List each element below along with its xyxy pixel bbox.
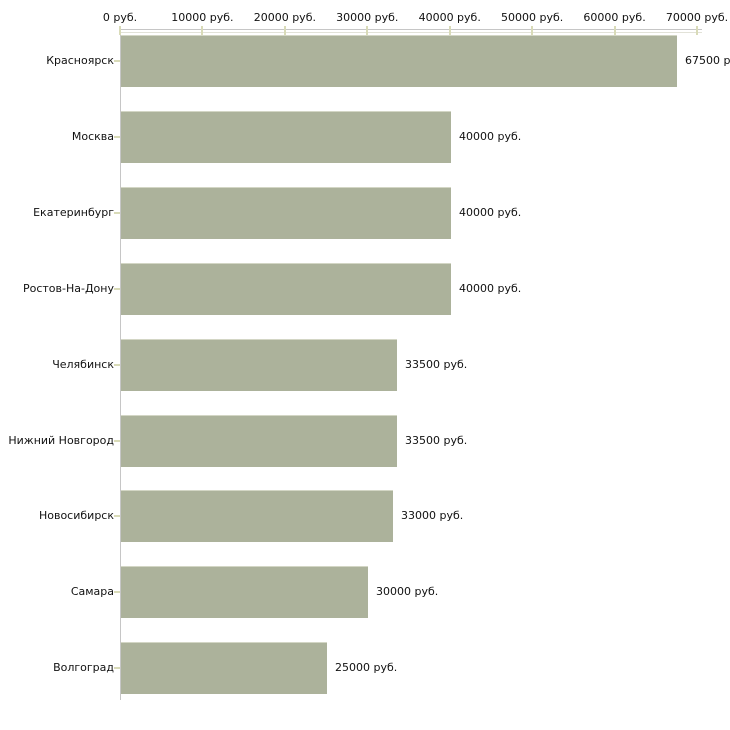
category-label: Челябинск [52,357,114,371]
bar [121,566,368,619]
category-tick [114,439,120,442]
x-axis-tick [531,26,534,35]
x-axis-tick [696,26,698,35]
bar-value-label: 40000 руб. [459,205,522,219]
x-axis-tick-label: 20000 руб. [253,11,316,24]
category-label: Новосибирск [38,509,114,523]
bar-value-label: 25000 руб. [335,661,398,675]
x-axis-tick-label: 60000 руб. [583,11,646,24]
bar [121,262,451,315]
x-axis-tick [283,26,286,35]
category-tick [114,211,120,214]
x-axis-tick [448,26,451,35]
bar-value-label: 40000 руб. [459,281,522,295]
x-axis-tick-label: 10000 руб. [171,11,234,24]
category-tick [114,60,120,62]
bar-value-label: 30000 руб. [376,585,439,599]
category-label: Екатеринбург [33,205,114,219]
bar [121,338,397,391]
y-axis-line [120,29,121,700]
bar-value-label: 67500 руб. [685,54,730,67]
x-axis-tick-label: 30000 руб. [336,11,399,24]
category-label: Красноярск [46,54,114,67]
bar [121,642,327,695]
x-axis-tick-label: 0 руб. [102,11,138,24]
category-tick [114,363,120,366]
category-tick [114,591,120,594]
x-axis-tick [366,26,369,35]
x-axis-tick [201,26,204,35]
bar [121,186,451,239]
category-tick [114,135,120,138]
x-axis-tick-label: 50000 руб. [501,11,564,24]
bar [121,490,393,543]
category-label: Нижний Новгород [8,433,114,447]
bar [121,110,451,163]
category-label: Волгоград [53,661,114,675]
bar [121,414,397,467]
category-label: Ростов-На-Дону [22,281,114,295]
category-tick [114,667,120,670]
category-tick [114,287,120,290]
x-axis-tick-label: 70000 руб. [665,11,729,24]
x-axis-tick-label: 40000 руб. [418,11,481,24]
bar [121,35,677,87]
x-axis-tick [119,26,121,35]
bar-value-label: 33500 руб. [405,357,468,371]
category-label: Москва [71,129,114,143]
bar-value-label: 33500 руб. [405,433,468,447]
x-axis-tick [613,26,616,35]
category-label: Самара [70,585,114,599]
bar-value-label: 40000 руб. [459,129,522,143]
x-axis-line [120,29,702,33]
bar-value-label: 33000 руб. [401,509,464,523]
category-tick [114,515,120,518]
